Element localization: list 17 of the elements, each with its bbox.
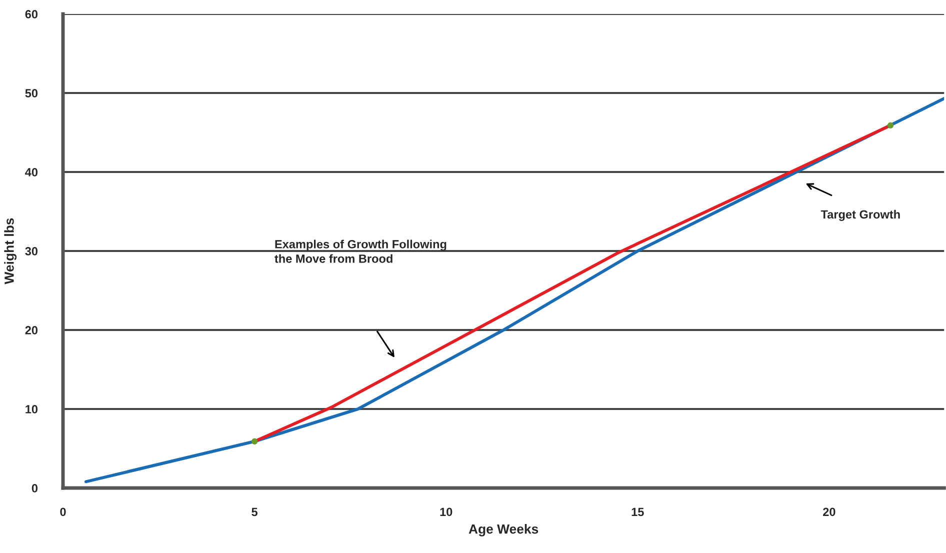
line-series bbox=[84, 97, 944, 484]
x-tick-label: 15 bbox=[632, 508, 644, 516]
y-tick-label: 60 bbox=[25, 10, 38, 18]
y-tick-label: 40 bbox=[25, 168, 38, 176]
x-axis-title: Age Weeks bbox=[468, 524, 538, 536]
y-tick-label: 50 bbox=[25, 89, 38, 98]
x-tick-label: 20 bbox=[823, 508, 836, 516]
y-tick-label: 20 bbox=[25, 326, 38, 334]
y-axis-title: Weight lbs bbox=[4, 218, 17, 284]
y-tick-label: 10 bbox=[26, 405, 38, 414]
x-tick-label: 5 bbox=[252, 508, 258, 516]
annotation: Examples of Growth Following the Move from Brood bbox=[274, 240, 446, 263]
x-tick-label: 10 bbox=[440, 508, 452, 516]
annotation: Target Growth bbox=[820, 210, 900, 221]
y-tick-label: 0 bbox=[32, 484, 38, 492]
y-tick-label: 30 bbox=[25, 247, 38, 256]
x-tick-label: 0 bbox=[60, 508, 66, 516]
